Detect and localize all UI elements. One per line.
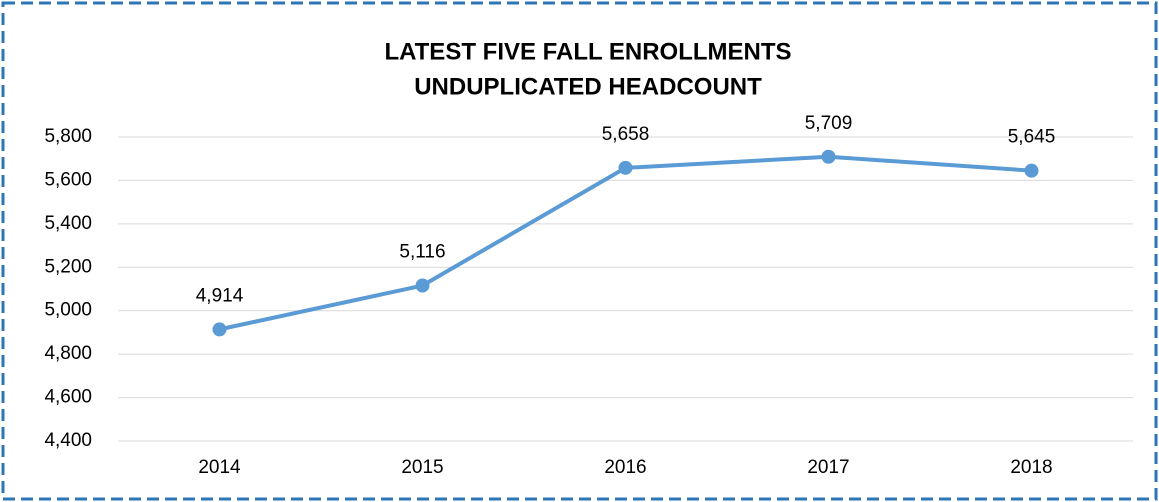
data-label: 4,914 bbox=[196, 285, 244, 306]
y-tick-label: 5,400 bbox=[44, 213, 92, 234]
y-tick-label: 4,600 bbox=[44, 387, 92, 408]
chart-title: LATEST FIVE FALL ENROLLMENTS bbox=[384, 38, 791, 65]
x-tick-label: 2016 bbox=[604, 457, 646, 478]
y-tick-label: 5,000 bbox=[44, 300, 92, 321]
x-tick-label: 2018 bbox=[1010, 457, 1052, 478]
data-point bbox=[1024, 163, 1039, 178]
y-tick-label: 4,800 bbox=[44, 343, 92, 364]
data-point bbox=[415, 278, 430, 293]
x-tick-label: 2014 bbox=[198, 457, 241, 478]
data-point bbox=[212, 322, 227, 337]
data-label: 5,645 bbox=[1008, 127, 1056, 148]
chart-subtitle: UNDUPLICATED HEADCOUNT bbox=[414, 73, 762, 100]
y-tick-label: 5,200 bbox=[44, 256, 92, 277]
x-tick-label: 2017 bbox=[807, 457, 849, 478]
data-label: 5,709 bbox=[805, 113, 853, 134]
y-tick-label: 5,800 bbox=[44, 126, 92, 147]
x-tick-label: 2015 bbox=[401, 457, 443, 478]
data-label: 5,116 bbox=[399, 242, 445, 263]
data-label: 5,658 bbox=[602, 124, 650, 145]
data-point bbox=[821, 149, 836, 164]
data-point bbox=[618, 160, 633, 175]
y-tick-label: 5,600 bbox=[44, 169, 92, 190]
y-tick-label: 4,400 bbox=[44, 430, 92, 451]
